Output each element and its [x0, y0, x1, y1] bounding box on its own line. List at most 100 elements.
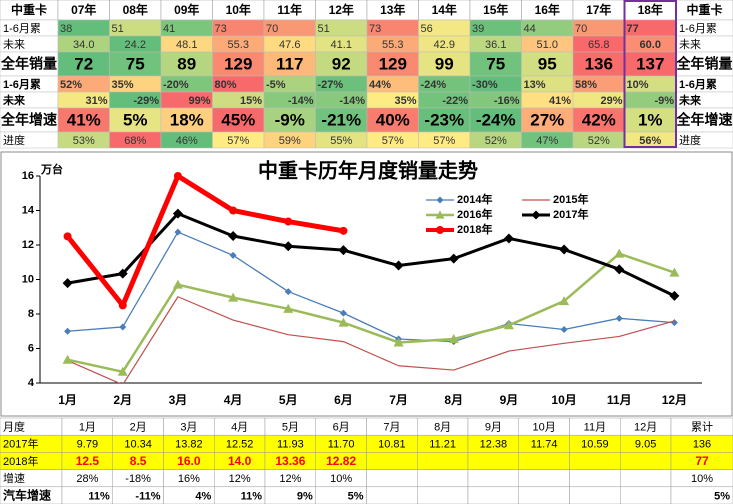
cell-value: 60.0 [640, 39, 661, 51]
cell [569, 452, 621, 470]
header-label: 中重卡 [11, 2, 47, 17]
cell-value: 41% [67, 110, 101, 129]
row-label: 全年销量 [0, 56, 57, 72]
cell [518, 469, 570, 488]
marker [393, 337, 404, 347]
cell-value: 1% [638, 110, 663, 129]
x-tick-label: 1月 [58, 393, 77, 407]
column-header: 3月 [180, 422, 197, 434]
cell [57, 51, 110, 77]
cell-value: 11% [88, 490, 110, 502]
cell-value: 9.79 [77, 439, 98, 451]
cell-value: 99% [188, 95, 210, 107]
marker [229, 206, 238, 215]
cell-value: 70 [575, 23, 587, 35]
cell-value: 5% [714, 490, 730, 502]
x-tick-label: 12月 [662, 393, 687, 407]
marker [435, 210, 445, 219]
cell-value: 10% [691, 473, 713, 485]
cell-value: -14% [288, 95, 314, 107]
cell [467, 469, 519, 488]
row-label: 全年增速 [0, 112, 57, 128]
cell-value: 57% [382, 135, 404, 147]
series-line [65, 176, 344, 308]
marker [338, 245, 349, 256]
cell-value: 39 [472, 23, 484, 35]
cell-value: 51.0 [537, 39, 558, 51]
marker [173, 172, 182, 180]
cell-value: 10.59 [581, 439, 609, 451]
cell-value: 55.3 [228, 39, 249, 51]
cell-value: 136 [585, 54, 613, 73]
cell [569, 469, 621, 488]
marker [118, 301, 127, 310]
y-tick-label: 4 [28, 377, 35, 389]
cell-value: 27% [530, 110, 564, 129]
marker [228, 292, 239, 302]
marker [614, 248, 625, 258]
marker [338, 317, 349, 327]
cell [315, 107, 368, 133]
series-line [67, 296, 675, 383]
column-header: 4月 [231, 422, 248, 434]
row-label: 未来 [3, 38, 25, 51]
cell-value: 16.0 [177, 454, 201, 468]
cell-value: 55% [330, 135, 352, 147]
y-tick-label: 16 [22, 170, 34, 182]
marker [117, 366, 128, 376]
cell-value: 57% [227, 135, 249, 147]
row-label: 2017年 [3, 437, 38, 451]
cell-value: 52% [60, 79, 82, 91]
cell-value: 41% [549, 95, 571, 107]
row-label: 未来 [679, 38, 701, 51]
cell-value: 11.70 [328, 439, 355, 451]
cell [366, 452, 418, 470]
cell-value: 35% [112, 79, 134, 91]
header-label: 18年 [638, 2, 663, 17]
column-header: 8月 [434, 422, 451, 434]
header-label: 10年 [226, 2, 251, 17]
cell-value: 89 [177, 54, 196, 73]
marker [436, 226, 444, 234]
cell-value: 13.36 [275, 454, 305, 468]
cell-value: 38 [60, 23, 72, 35]
cell-value: 59% [279, 135, 301, 147]
header-label: 12年 [329, 2, 354, 17]
x-tick-label: 3月 [169, 393, 188, 407]
column-header: 10月 [533, 422, 556, 434]
cell-value: 4% [195, 490, 211, 502]
cell-value: -27% [318, 79, 344, 91]
cell-value: 36.1 [485, 39, 506, 51]
y-tick-label: 8 [28, 308, 34, 320]
cell [366, 469, 418, 488]
cell [620, 486, 672, 504]
cell-value: 73 [215, 23, 227, 35]
marker [62, 354, 73, 364]
cell [109, 51, 162, 77]
y-tick-label: 6 [28, 342, 34, 354]
cell-value: -16% [494, 95, 520, 107]
cell-value: 5% [123, 110, 148, 129]
cell-value: 136 [693, 439, 711, 451]
cell-value: 70 [266, 23, 278, 35]
cell-value: 11% [241, 490, 263, 502]
cell-value: -24% [421, 79, 447, 91]
marker [559, 296, 570, 306]
cell-value: 75 [486, 54, 505, 73]
column-header: 累计 [691, 421, 713, 434]
cell [417, 452, 469, 470]
cell-value: 35% [394, 95, 416, 107]
cell-value: 34.0 [73, 39, 94, 51]
column-header: 月度 [3, 420, 25, 434]
header-label: 中重卡 [686, 2, 722, 17]
marker [174, 228, 182, 236]
cell-value: 13.82 [175, 439, 203, 451]
row-label: 增速 [3, 471, 25, 485]
chart-title: 中重卡历年月度销量走势 [258, 158, 478, 182]
cell-value: 40% [376, 110, 410, 129]
marker [172, 208, 183, 219]
cell-value: 29% [600, 95, 622, 107]
marker [448, 253, 459, 264]
cell-value: 12% [279, 473, 301, 485]
row-label: 未来 [678, 93, 702, 107]
